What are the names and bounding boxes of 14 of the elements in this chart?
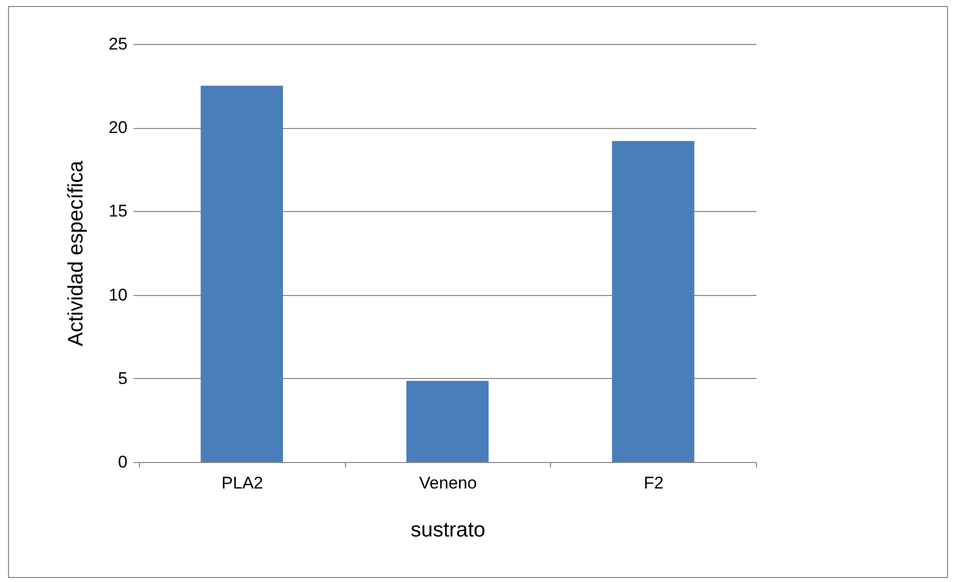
- y-tick-label: 20: [108, 118, 128, 138]
- y-axis-title: Actividad específica: [64, 160, 88, 346]
- bar: [406, 380, 489, 462]
- x-tick-label: Veneno: [419, 474, 477, 492]
- bar: [200, 86, 283, 462]
- x-tick-label: PLA2: [222, 474, 264, 492]
- x-axis-title: sustrato: [410, 518, 486, 542]
- y-tick-label: 10: [108, 285, 128, 304]
- y-tick-label: 0: [118, 452, 128, 472]
- y-tick-label: 15: [108, 202, 128, 221]
- bar: [612, 140, 694, 462]
- x-tick-label: F2: [644, 474, 664, 492]
- y-tick-label: 25: [108, 34, 128, 54]
- y-tick-label: 5: [118, 368, 128, 388]
